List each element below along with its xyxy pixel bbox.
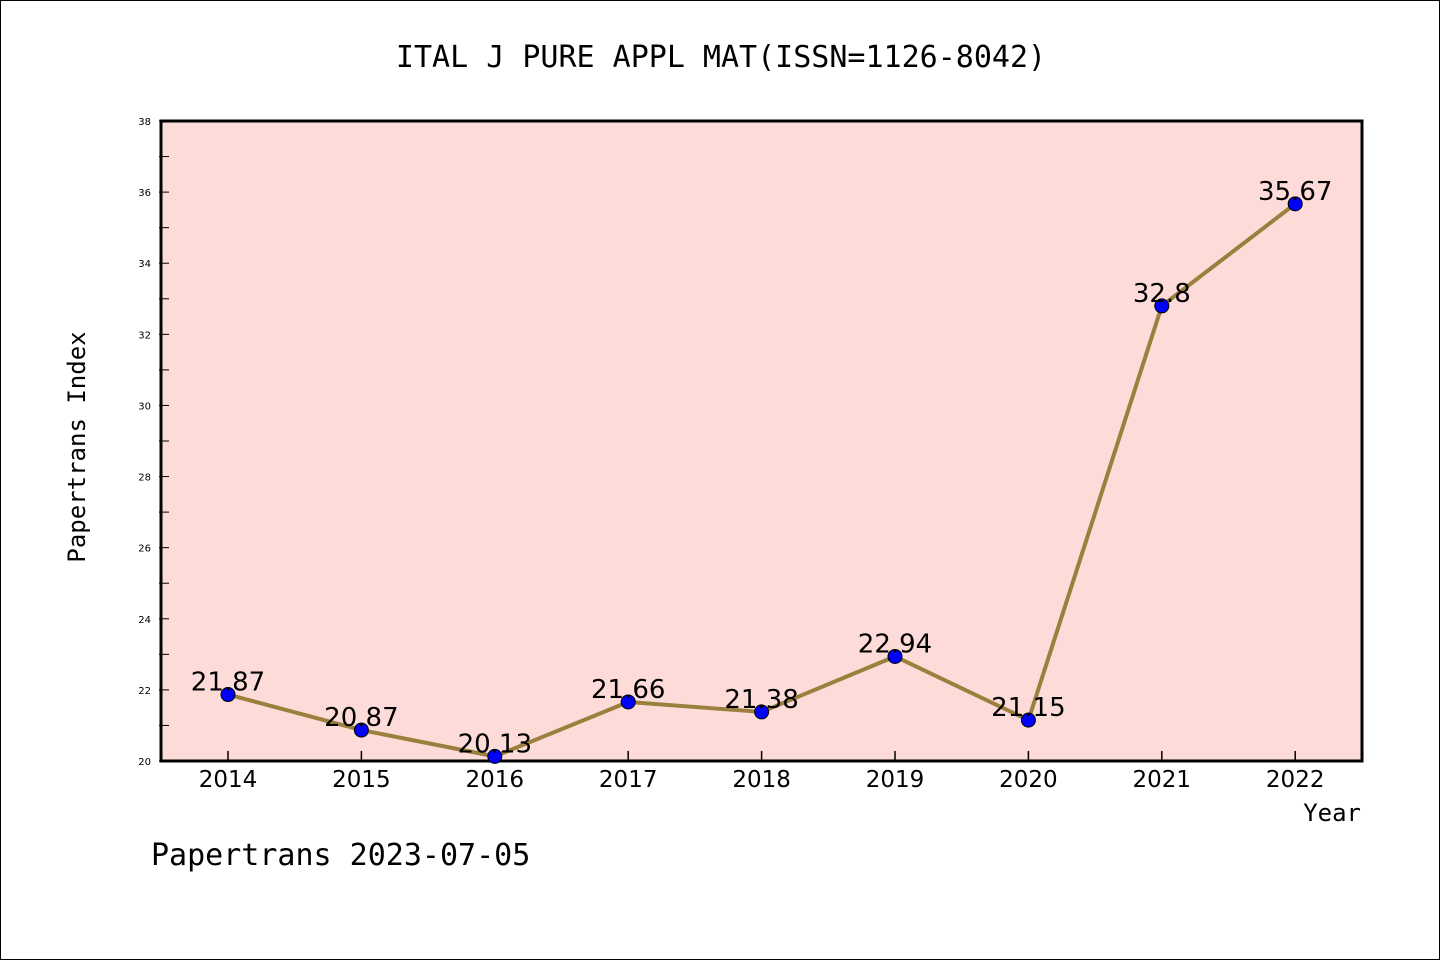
- x-axis-ticks: 2014 2015 2016 2017 2018 2019 2020 2021 2022: [199, 751, 1325, 793]
- y-tick-label: 38: [138, 117, 151, 128]
- data-point-marker: [487, 748, 503, 764]
- data-point-marker: [887, 648, 903, 664]
- y-tick-label: 24: [138, 615, 151, 626]
- series-group: [220, 196, 1303, 764]
- data-labels-group: 21.87 20.87 20.13 21.66 21.38 22.94 21.15 32.8 3…: [191, 177, 1333, 760]
- y-tick-label: 26: [138, 544, 151, 555]
- x-tick-label: 2021: [1133, 767, 1192, 793]
- data-label: 32.8: [1133, 279, 1191, 309]
- data-label: 22.94: [858, 629, 932, 659]
- chart-title: ITAL J PURE APPL MAT(ISSN=1126-8042): [396, 40, 1046, 75]
- footer-stamp: Papertrans 2023-07-05: [151, 838, 530, 873]
- x-tick-label: 2020: [999, 767, 1058, 793]
- x-tick-label: 2014: [199, 767, 258, 793]
- data-label: 20.13: [458, 729, 532, 759]
- data-point-marker: [620, 694, 636, 710]
- x-tick-label: 2022: [1266, 767, 1325, 793]
- y-tick-label: 36: [138, 188, 151, 199]
- x-tick-label: 2017: [599, 767, 658, 793]
- data-point-marker: [754, 704, 770, 720]
- y-tick-label: 30: [138, 401, 151, 412]
- x-tick-label: 2018: [732, 767, 791, 793]
- y-tick-label: 22: [138, 686, 151, 697]
- data-point-marker: [353, 722, 369, 738]
- y-tick-label: 28: [138, 473, 151, 484]
- y-tick-label: 34: [138, 259, 151, 270]
- data-label: 21.87: [191, 668, 265, 698]
- plot-area: [159, 119, 1364, 763]
- data-point-marker: [1154, 298, 1170, 314]
- data-label: 21.38: [724, 685, 798, 715]
- y-axis-ticks: 20 22 24 26 28 30 32 34 36 38: [138, 117, 169, 768]
- y-axis-label: Papertrans Index: [63, 331, 91, 562]
- data-label: 21.66: [591, 675, 665, 705]
- data-label: 21.15: [991, 693, 1065, 723]
- y-tick-label: 20: [138, 757, 151, 768]
- data-label: 35.67: [1258, 177, 1332, 207]
- data-point-marker: [1287, 196, 1303, 212]
- data-label: 20.87: [324, 703, 398, 733]
- x-tick-label: 2015: [332, 767, 391, 793]
- x-tick-label: 2019: [866, 767, 925, 793]
- x-axis-label: Year: [1303, 799, 1361, 827]
- data-point-marker: [220, 687, 236, 703]
- data-point-marker: [1020, 712, 1036, 728]
- y-tick-label: 32: [138, 330, 151, 341]
- x-tick-label: 2016: [466, 767, 525, 793]
